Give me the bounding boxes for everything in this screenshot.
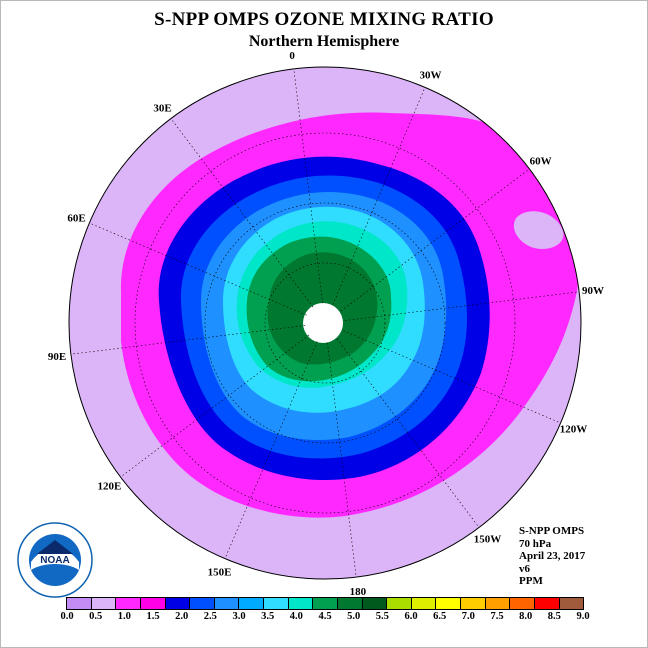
meridian-line xyxy=(336,338,480,528)
colorbar-tick-label: 6.5 xyxy=(433,611,447,622)
colorbar-tick-label: 1.5 xyxy=(146,611,160,622)
longitude-label: 90W xyxy=(582,285,604,297)
map-title: S-NPP OMPS OZONE MIXING RATIO xyxy=(154,9,494,30)
colorbar-tick-label: 8.0 xyxy=(519,611,533,622)
longitude-label: 150E xyxy=(208,567,232,579)
colorbar-segment xyxy=(362,598,388,609)
longitude-label: 90E xyxy=(48,351,66,363)
colorbar-tick-label: 2.5 xyxy=(203,611,217,622)
meridian-line xyxy=(344,291,580,321)
longitude-label: 120E xyxy=(97,481,121,493)
colorbar-segment xyxy=(214,598,240,609)
colorbar-segment xyxy=(91,598,117,609)
version-text: v6 xyxy=(519,562,530,575)
colorbar-tick-label: 3.5 xyxy=(261,611,275,622)
colorbar-segment xyxy=(239,598,264,609)
colorbar-tick-label: 1.0 xyxy=(117,611,131,622)
colorbar-tick-label: 0.5 xyxy=(89,611,103,622)
colorbar-tick-label: 3.0 xyxy=(232,611,246,622)
colorbar-segment xyxy=(190,598,215,609)
map-boundary xyxy=(68,66,582,580)
units-text: PPM xyxy=(519,575,543,588)
latitude-circle xyxy=(264,262,386,384)
colorbar-tick-label: 4.0 xyxy=(289,611,303,622)
longitude-label: 30W xyxy=(420,70,442,82)
colorbar-segment xyxy=(337,598,363,609)
colorbar-tick-label: 7.0 xyxy=(461,611,475,622)
colorbar-tick-labels: 0.0 0.5 1.0 1.5 2.0 2.5 3.0 3.5 4.0 4.5 5.0 5.5 6.0 6… xyxy=(1,611,648,625)
colorbar-segment xyxy=(485,598,511,609)
colorbar-segment xyxy=(67,598,92,609)
colorbar-segment xyxy=(387,598,412,609)
latitude-circle xyxy=(204,202,446,444)
colorbar-tick-label: 6.0 xyxy=(404,611,418,622)
pressure-level-text: 70 hPa xyxy=(519,537,552,550)
colorbar-segment xyxy=(534,598,560,609)
info-block: S-NPP OMPS 70 hPa April 23, 2017 v6 PPM xyxy=(519,525,585,588)
colorbar-tick-label: 7.5 xyxy=(490,611,504,622)
ozone-field xyxy=(69,67,581,579)
meridian-line xyxy=(120,334,310,478)
colorbar-segment xyxy=(436,598,461,609)
colorbar-segment xyxy=(116,598,141,609)
colorbar-segment xyxy=(461,598,486,609)
colorbar-segment xyxy=(510,598,535,609)
polar-gap xyxy=(303,303,343,343)
longitude-label: 60E xyxy=(67,213,85,225)
colorbar-segment xyxy=(313,598,338,609)
meridian-line xyxy=(89,222,307,316)
longitude-labels: 90E 120E 60E 150E 30E 180 0 150W 30W 120W 60W 90W xyxy=(48,50,604,598)
meridian-line xyxy=(343,330,561,424)
noaa-logo-text: NOAA xyxy=(40,555,69,566)
map-subtitle: Northern Hemisphere xyxy=(248,33,400,50)
colorbar-segment xyxy=(140,598,166,609)
colorbar-tick-label: 5.0 xyxy=(347,611,361,622)
colorbar-tick-label: 8.5 xyxy=(547,611,561,622)
colorbar-segment xyxy=(264,598,289,609)
meridian-line xyxy=(293,68,323,304)
instrument-text: S-NPP OMPS xyxy=(519,525,585,537)
colorbar-segment xyxy=(411,598,437,609)
longitude-label: 60W xyxy=(530,156,552,168)
longitude-label: 120W xyxy=(560,424,588,436)
colorbar-tick-label: 9.0 xyxy=(576,611,590,622)
colorbar-tick-label: 2.0 xyxy=(175,611,189,622)
colorbar-tick-label: 5.5 xyxy=(375,611,389,622)
colorbar-segment xyxy=(559,598,584,609)
graticule xyxy=(70,68,580,578)
date-text: April 23, 2017 xyxy=(519,550,586,563)
longitude-label: 30E xyxy=(153,102,171,114)
colorbar xyxy=(66,597,584,610)
meridian-line xyxy=(170,118,314,308)
noaa-logo-icon: NOAA xyxy=(17,522,93,598)
meridian-line xyxy=(327,342,357,578)
colorbar-segment xyxy=(165,598,191,609)
longitude-label: 180 xyxy=(350,586,367,598)
meridian-line xyxy=(224,341,318,559)
meridian-line xyxy=(340,168,530,312)
meridian-line xyxy=(70,325,306,355)
meridian-line xyxy=(332,87,426,305)
colorbar-tick-label: 4.5 xyxy=(318,611,332,622)
ozone-island-1-0 xyxy=(513,211,564,250)
longitude-label: 150W xyxy=(474,534,502,546)
colorbar-tick-label: 0.0 xyxy=(60,611,74,622)
latitude-circle xyxy=(134,132,516,514)
colorbar-segment xyxy=(288,598,314,609)
longitude-label: 0 xyxy=(289,50,295,62)
